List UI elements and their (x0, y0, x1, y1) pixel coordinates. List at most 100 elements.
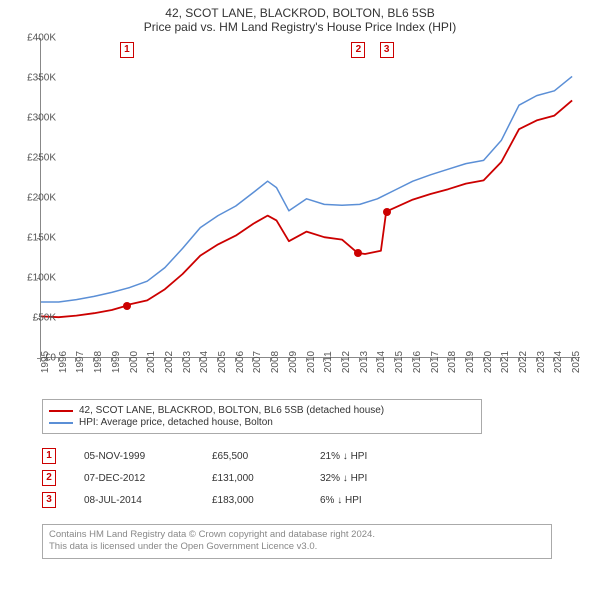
x-tick-label: 2007 (252, 351, 263, 373)
sales-row: 2 07-DEC-2012 £131,000 32% ↓ HPI (42, 470, 590, 486)
x-tick-label: 2014 (376, 351, 387, 373)
x-tick-mark (146, 358, 147, 362)
x-tick-label: 2018 (447, 351, 458, 373)
y-tick-label: £250K (27, 153, 56, 164)
x-tick-label: 2024 (553, 351, 564, 373)
sales-row-diff: 6% ↓ HPI (320, 495, 400, 506)
x-tick-label: 1998 (93, 351, 104, 373)
x-tick-label: 2006 (235, 351, 246, 373)
sales-row-badge: 3 (42, 492, 56, 508)
x-tick-mark (483, 358, 484, 362)
x-tick-label: 2005 (217, 351, 228, 373)
sales-row-price: £65,500 (212, 451, 292, 462)
y-tick-label: £150K (27, 233, 56, 244)
x-tick-label: 1995 (40, 351, 51, 373)
x-tick-label: 2003 (182, 351, 193, 373)
sale-dot (354, 249, 362, 257)
x-tick-mark (40, 358, 41, 362)
sale-dot (383, 208, 391, 216)
x-tick-mark (447, 358, 448, 362)
legend-label: HPI: Average price, detached house, Bolt… (79, 417, 273, 428)
x-tick-label: 2017 (430, 351, 441, 373)
x-tick-mark (500, 358, 501, 362)
legend-label: 42, SCOT LANE, BLACKROD, BOLTON, BL6 5SB… (79, 405, 384, 416)
y-tick-label: £100K (27, 273, 56, 284)
x-tick-label: 2023 (536, 351, 547, 373)
y-tick-label: £50K (33, 313, 56, 324)
sales-row-date: 08-JUL-2014 (84, 495, 184, 506)
x-tick-label: 2019 (465, 351, 476, 373)
x-tick-label: 2022 (518, 351, 529, 373)
x-tick-mark (129, 358, 130, 362)
legend-swatch-hpi (49, 422, 73, 424)
sales-row-date: 07-DEC-2012 (84, 473, 184, 484)
x-tick-mark (58, 358, 59, 362)
x-tick-label: 2008 (270, 351, 281, 373)
x-tick-label: 2000 (129, 351, 140, 373)
sales-row-date: 05-NOV-1999 (84, 451, 184, 462)
x-tick-mark (341, 358, 342, 362)
x-tick-mark (465, 358, 466, 362)
x-tick-mark (75, 358, 76, 362)
sale-marker-badge: 1 (120, 42, 134, 58)
x-tick-label: 2016 (412, 351, 423, 373)
x-tick-mark (536, 358, 537, 362)
plot-region: 123 (40, 38, 580, 358)
x-tick-mark (359, 358, 360, 362)
x-tick-mark (394, 358, 395, 362)
legend-box: 42, SCOT LANE, BLACKROD, BOLTON, BL6 5SB… (42, 399, 482, 434)
title-line2: Price paid vs. HM Land Registry's House … (10, 20, 590, 34)
sales-row: 308-JUL-2014£183,0006% ↓ HPI (42, 492, 590, 508)
x-tick-mark (93, 358, 94, 362)
x-tick-label: 2012 (341, 351, 352, 373)
chart-area: 123 £0£50K£100K£150K£200K£250K£300K£350K… (40, 38, 600, 393)
x-tick-mark (235, 358, 236, 362)
attribution-line1: Contains HM Land Registry data © Crown c… (49, 529, 545, 541)
x-tick-label: 2015 (394, 351, 405, 373)
x-tick-label: 2021 (500, 351, 511, 373)
x-tick-label: 2025 (571, 351, 582, 373)
sales-row-price: £131,000 (212, 473, 292, 484)
sales-table: 1 05-NOV-1999 £65,500 21% ↓ HPI 2 07-DEC-2012… (42, 438, 590, 518)
sales-row-badge: 1 (42, 448, 56, 464)
x-tick-mark (571, 358, 572, 362)
title-line1: 42, SCOT LANE, BLACKROD, BOLTON, BL6 5SB (10, 6, 590, 20)
chart-lines-svg (41, 38, 581, 358)
chart-container: 42, SCOT LANE, BLACKROD, BOLTON, BL6 5SB… (0, 0, 600, 590)
x-tick-mark (323, 358, 324, 362)
x-tick-mark (412, 358, 413, 362)
x-tick-mark (199, 358, 200, 362)
series-line (41, 100, 572, 317)
attribution-line2: This data is licensed under the Open Gov… (49, 541, 545, 553)
x-tick-mark (182, 358, 183, 362)
x-tick-label: 2001 (146, 351, 157, 373)
sales-row-diff: 21% ↓ HPI (320, 451, 400, 462)
x-tick-mark (376, 358, 377, 362)
x-tick-mark (430, 358, 431, 362)
sales-row-diff: 32% ↓ HPI (320, 473, 400, 484)
legend-row: 42, SCOT LANE, BLACKROD, BOLTON, BL6 5SB… (49, 405, 475, 416)
x-tick-label: 2002 (164, 351, 175, 373)
x-tick-mark (270, 358, 271, 362)
sale-dot (123, 302, 131, 310)
x-tick-label: 1999 (111, 351, 122, 373)
title-block: 42, SCOT LANE, BLACKROD, BOLTON, BL6 5SB… (0, 0, 600, 38)
x-tick-mark (111, 358, 112, 362)
y-tick-label: £300K (27, 113, 56, 124)
x-tick-mark (288, 358, 289, 362)
legend-row: HPI: Average price, detached house, Bolt… (49, 417, 475, 428)
x-tick-label: 2011 (323, 351, 334, 373)
x-tick-mark (164, 358, 165, 362)
y-tick-label: £200K (27, 193, 56, 204)
legend-swatch-pricepaid (49, 410, 73, 412)
series-line (41, 76, 572, 302)
x-tick-mark (252, 358, 253, 362)
x-tick-label: 2004 (199, 351, 210, 373)
x-tick-label: 2010 (306, 351, 317, 373)
x-tick-mark (553, 358, 554, 362)
x-tick-label: 1996 (58, 351, 69, 373)
sale-marker-badge: 3 (380, 42, 394, 58)
x-tick-label: 2013 (359, 351, 370, 373)
sales-row-badge: 2 (42, 470, 56, 486)
sales-row: 1 05-NOV-1999 £65,500 21% ↓ HPI (42, 448, 590, 464)
